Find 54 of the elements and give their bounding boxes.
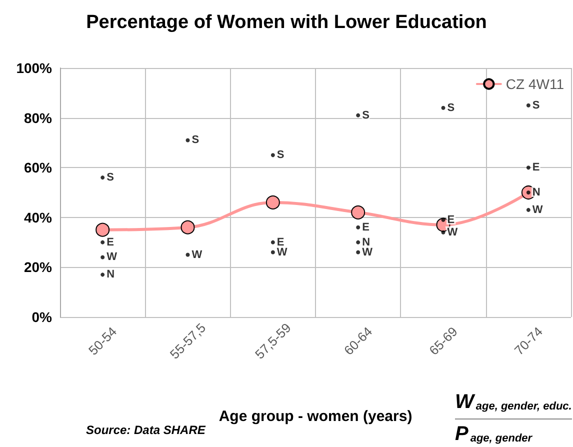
series-label: E <box>106 236 114 248</box>
point <box>186 138 190 142</box>
series-label: N <box>106 268 115 281</box>
y-tick-label: 0% <box>32 309 53 325</box>
text: Wage, gender, educ. <box>455 391 572 413</box>
point <box>526 208 530 212</box>
point <box>186 252 190 257</box>
text: W <box>447 226 458 238</box>
point <box>100 272 105 277</box>
point <box>526 103 530 108</box>
text: W <box>362 246 372 258</box>
text: W <box>276 246 288 258</box>
text: E <box>532 162 540 174</box>
y-tick-label: 80% <box>24 110 53 126</box>
text: E <box>362 221 370 234</box>
text: S <box>362 109 370 122</box>
point <box>441 230 446 234</box>
point <box>266 195 280 210</box>
series-label: S <box>106 172 114 184</box>
y-tick-label: 20% <box>24 259 53 276</box>
point <box>356 225 360 230</box>
text: E <box>447 214 455 226</box>
chart-title: Percentage of Women with Lower Education <box>86 12 487 33</box>
text: W <box>532 204 543 216</box>
x-axis-title: Age group - women (years) <box>218 408 412 425</box>
text: S <box>532 99 540 112</box>
point <box>270 153 275 158</box>
source-note: Source: Data SHARE <box>86 423 206 437</box>
y-tick-label: 40% <box>24 209 53 226</box>
text: N <box>362 236 370 248</box>
point <box>441 218 446 222</box>
point <box>356 240 360 244</box>
point <box>100 176 105 180</box>
legend-label: CZ 4W11 <box>506 76 564 92</box>
text: E <box>276 236 284 248</box>
point <box>96 222 110 237</box>
text: Page, gender <box>455 423 533 445</box>
point <box>356 250 360 254</box>
point <box>351 205 366 220</box>
point <box>270 240 275 244</box>
text: W <box>192 248 202 261</box>
text: S <box>276 149 284 162</box>
point <box>270 250 275 254</box>
point <box>356 113 360 118</box>
series-label: W <box>106 251 118 264</box>
point <box>180 220 195 234</box>
text: S <box>192 134 200 146</box>
point <box>100 240 105 244</box>
point <box>100 255 105 260</box>
point <box>526 166 530 170</box>
y-tick-label: 60% <box>24 160 53 176</box>
point <box>441 106 446 110</box>
text: S <box>447 102 455 114</box>
y-tick-label: 100% <box>16 60 53 76</box>
